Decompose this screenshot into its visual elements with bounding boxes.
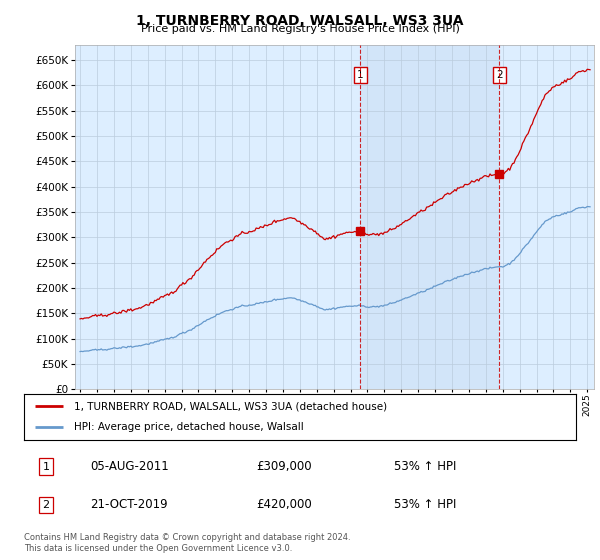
Text: HPI: Average price, detached house, Walsall: HPI: Average price, detached house, Wals… bbox=[74, 422, 304, 432]
Text: 53% ↑ HPI: 53% ↑ HPI bbox=[394, 460, 456, 473]
Text: 1: 1 bbox=[357, 70, 364, 80]
Text: Contains HM Land Registry data © Crown copyright and database right 2024.
This d: Contains HM Land Registry data © Crown c… bbox=[24, 533, 350, 553]
Text: 1, TURNBERRY ROAD, WALSALL, WS3 3UA (detached house): 1, TURNBERRY ROAD, WALSALL, WS3 3UA (det… bbox=[74, 401, 387, 411]
Text: 1: 1 bbox=[43, 461, 50, 472]
Bar bbox=[361, 45, 499, 389]
Text: 2: 2 bbox=[43, 500, 50, 510]
Text: 2: 2 bbox=[496, 70, 503, 80]
Text: £309,000: £309,000 bbox=[256, 460, 311, 473]
Text: 05-AUG-2011: 05-AUG-2011 bbox=[90, 460, 169, 473]
Text: 53% ↑ HPI: 53% ↑ HPI bbox=[394, 498, 456, 511]
Text: £420,000: £420,000 bbox=[256, 498, 311, 511]
Text: 21-OCT-2019: 21-OCT-2019 bbox=[90, 498, 168, 511]
Text: 1, TURNBERRY ROAD, WALSALL, WS3 3UA: 1, TURNBERRY ROAD, WALSALL, WS3 3UA bbox=[136, 14, 464, 28]
Text: Price paid vs. HM Land Registry's House Price Index (HPI): Price paid vs. HM Land Registry's House … bbox=[140, 24, 460, 34]
